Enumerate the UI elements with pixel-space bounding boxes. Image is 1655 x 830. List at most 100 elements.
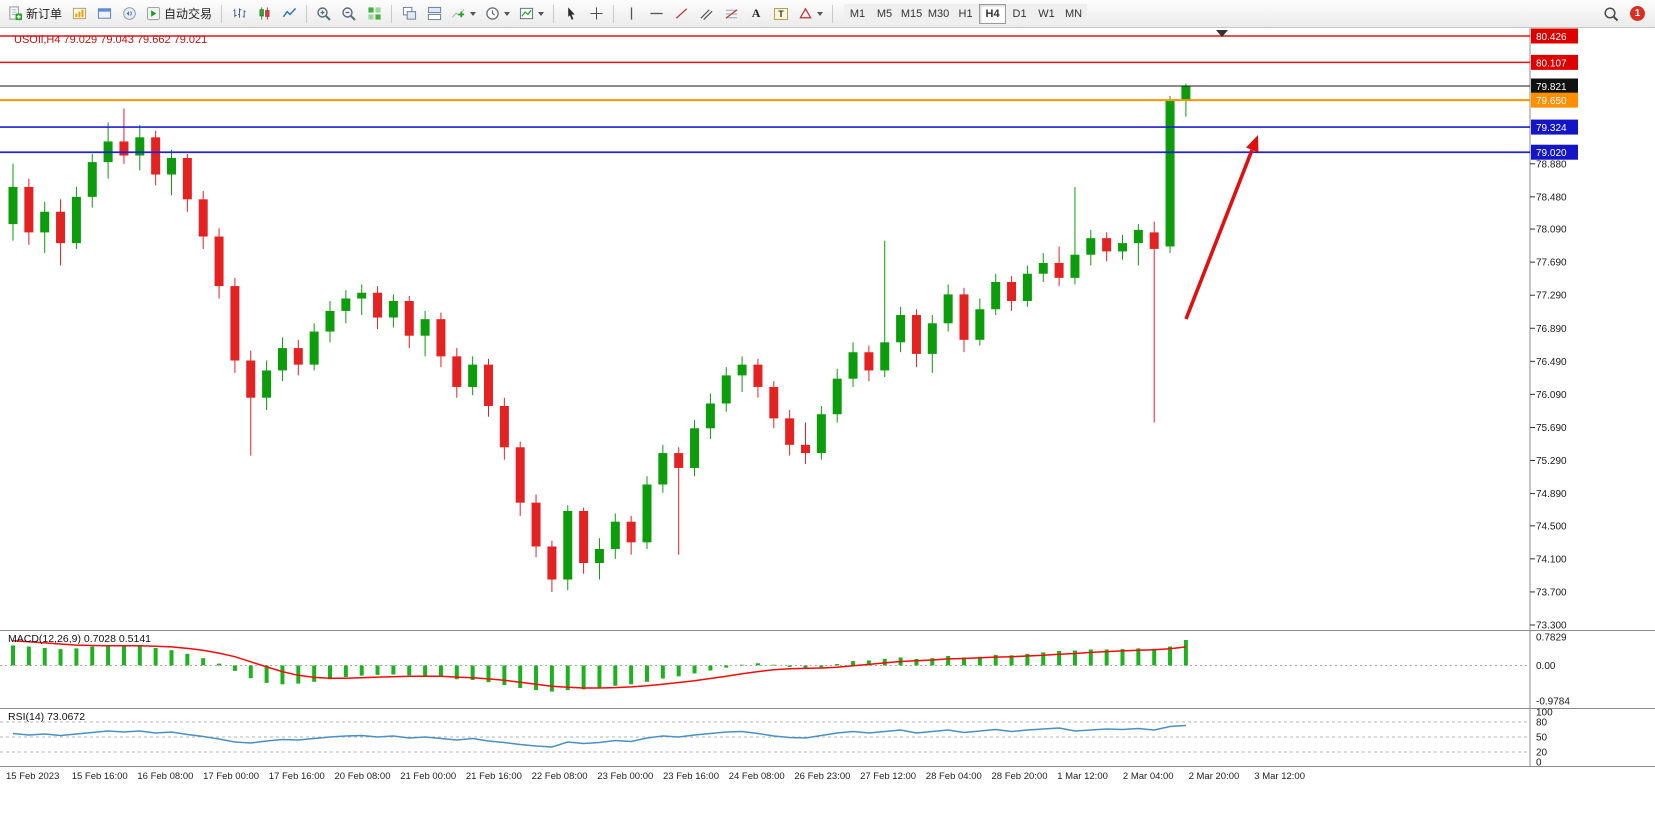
candle-body: [911, 315, 921, 354]
price-axis-label: 78.480: [1536, 192, 1567, 203]
price-axis-label: 74.100: [1536, 554, 1567, 565]
periods-button[interactable]: [481, 3, 514, 25]
shapes-icon: [799, 7, 812, 19]
candle-body: [816, 414, 826, 454]
candle-body: [785, 418, 795, 445]
macd-axis-label: -0.9784: [1536, 697, 1570, 708]
candle-body: [1054, 262, 1064, 278]
profiles-button[interactable]: [92, 3, 116, 25]
speaker-icon: [122, 7, 136, 20]
timeframe-group: M1 M5 M15 M30 H1 H4 D1 W1 MN: [844, 3, 1088, 24]
fibonacci-tool-button[interactable]: [719, 3, 743, 25]
crosshair-button[interactable]: [584, 3, 608, 25]
candle-body: [943, 294, 953, 324]
candle-body: [40, 211, 50, 233]
timeframe-m5-button[interactable]: M5: [871, 3, 899, 24]
candle-body: [1102, 238, 1112, 252]
candle-body: [404, 300, 414, 336]
candle-body: [563, 510, 573, 580]
channel-tool-button[interactable]: [694, 3, 718, 25]
text-tool-button[interactable]: A: [744, 3, 768, 25]
rsi-label: RSI(14) 73.0672: [8, 711, 85, 723]
tile-horizontal-button[interactable]: [422, 3, 446, 25]
chevron-down-icon: [504, 11, 511, 16]
cursor-button[interactable]: [559, 3, 583, 25]
search-button[interactable]: [1599, 3, 1623, 25]
candle-body: [1022, 273, 1032, 301]
candle-body: [769, 386, 779, 419]
price-tag-label: 80.426: [1536, 32, 1567, 43]
candle-body: [357, 292, 367, 299]
zoom-in-button[interactable]: [312, 3, 336, 25]
chevron-down-icon: [470, 11, 477, 16]
timeframe-h1-button[interactable]: H1: [952, 3, 980, 24]
new-chart-button[interactable]: [67, 3, 91, 25]
toolbar-separator: [553, 4, 555, 23]
timeframe-m1-button[interactable]: M1: [844, 3, 872, 24]
timeframe-d1-button[interactable]: D1: [1006, 3, 1034, 24]
time-axis-label: 3 Mar 12:00: [1254, 771, 1305, 782]
line-chart-type-button[interactable]: [277, 3, 301, 25]
fibonacci-icon: [725, 9, 737, 19]
time-axis-label: 28 Feb 04:00: [926, 771, 982, 782]
time-axis-label: 24 Feb 08:00: [729, 771, 785, 782]
candlestick-type-button[interactable]: [252, 3, 276, 25]
zoom-out-icon: [342, 6, 356, 21]
price-tag: [1531, 144, 1578, 160]
time-axis-label: 16 Feb 08:00: [137, 771, 193, 782]
tile-windows-button[interactable]: [362, 3, 386, 25]
bar-chart-type-button[interactable]: [227, 3, 251, 25]
shapes-tool-button[interactable]: [794, 3, 827, 25]
timeframe-h4-button[interactable]: H4: [979, 3, 1007, 24]
candle-body: [56, 211, 66, 244]
timeframe-m15-button[interactable]: M15: [898, 3, 926, 24]
notification-badge[interactable]: 1: [1630, 6, 1645, 21]
candle-body: [293, 348, 303, 365]
main-toolbar: 新订单 自动交易 A T M1 M5 M15 M30 H1 H4 D1 W1 MN 1: [0, 0, 1655, 28]
candle-body: [262, 370, 272, 398]
price-tag: [1531, 78, 1578, 94]
horizontal-line-tool-button[interactable]: [644, 3, 668, 25]
candle-body: [579, 510, 589, 564]
candle-body: [1070, 254, 1080, 278]
alerts-button[interactable]: [117, 3, 141, 25]
new-order-button[interactable]: 新订单: [4, 3, 66, 25]
tile-windows-icon: [367, 7, 381, 20]
candle-body: [499, 405, 509, 448]
timeframe-m30-button[interactable]: M30: [925, 3, 953, 24]
time-axis-label: 2 Mar 04:00: [1123, 771, 1174, 782]
line-chart-icon: [282, 7, 296, 18]
label-tool-button[interactable]: T: [769, 3, 793, 25]
timeframe-w1-button[interactable]: W1: [1033, 3, 1061, 24]
price-axis-label: 76.490: [1536, 357, 1567, 368]
candle-body: [753, 364, 763, 387]
candle-body: [848, 352, 858, 379]
vertical-line-tool-button[interactable]: [619, 3, 643, 25]
clock-icon: [486, 7, 499, 20]
trend-arrow-head: [1246, 135, 1259, 153]
trendline-tool-button[interactable]: [669, 3, 693, 25]
templates-button[interactable]: [515, 3, 548, 25]
price-axis-label: 74.890: [1536, 489, 1567, 500]
candle-body: [959, 294, 969, 340]
candle-body: [468, 364, 478, 387]
cascade-windows-button[interactable]: [397, 3, 421, 25]
zoom-out-button[interactable]: [337, 3, 361, 25]
window-icon: [97, 8, 111, 19]
trend-arrow[interactable]: [1184, 149, 1254, 320]
price-tag: [1531, 92, 1578, 108]
indicators-button[interactable]: [447, 3, 480, 25]
chart-title: USOIl,H4 79.029 79.043 79.662 79.021: [14, 34, 207, 46]
auto-trading-button[interactable]: 自动交易: [142, 3, 216, 25]
candle-body: [198, 199, 208, 237]
candle-body: [1149, 232, 1159, 249]
macd-axis-label: 0.7829: [1536, 633, 1567, 644]
candle-body: [658, 453, 668, 485]
chart-shift-marker[interactable]: [1216, 30, 1228, 37]
timeframe-mn-button[interactable]: MN: [1060, 3, 1088, 24]
candle-body: [8, 186, 18, 225]
toolbar-separator: [613, 4, 615, 23]
candle-body: [864, 352, 874, 371]
trendline-icon: [675, 8, 687, 19]
